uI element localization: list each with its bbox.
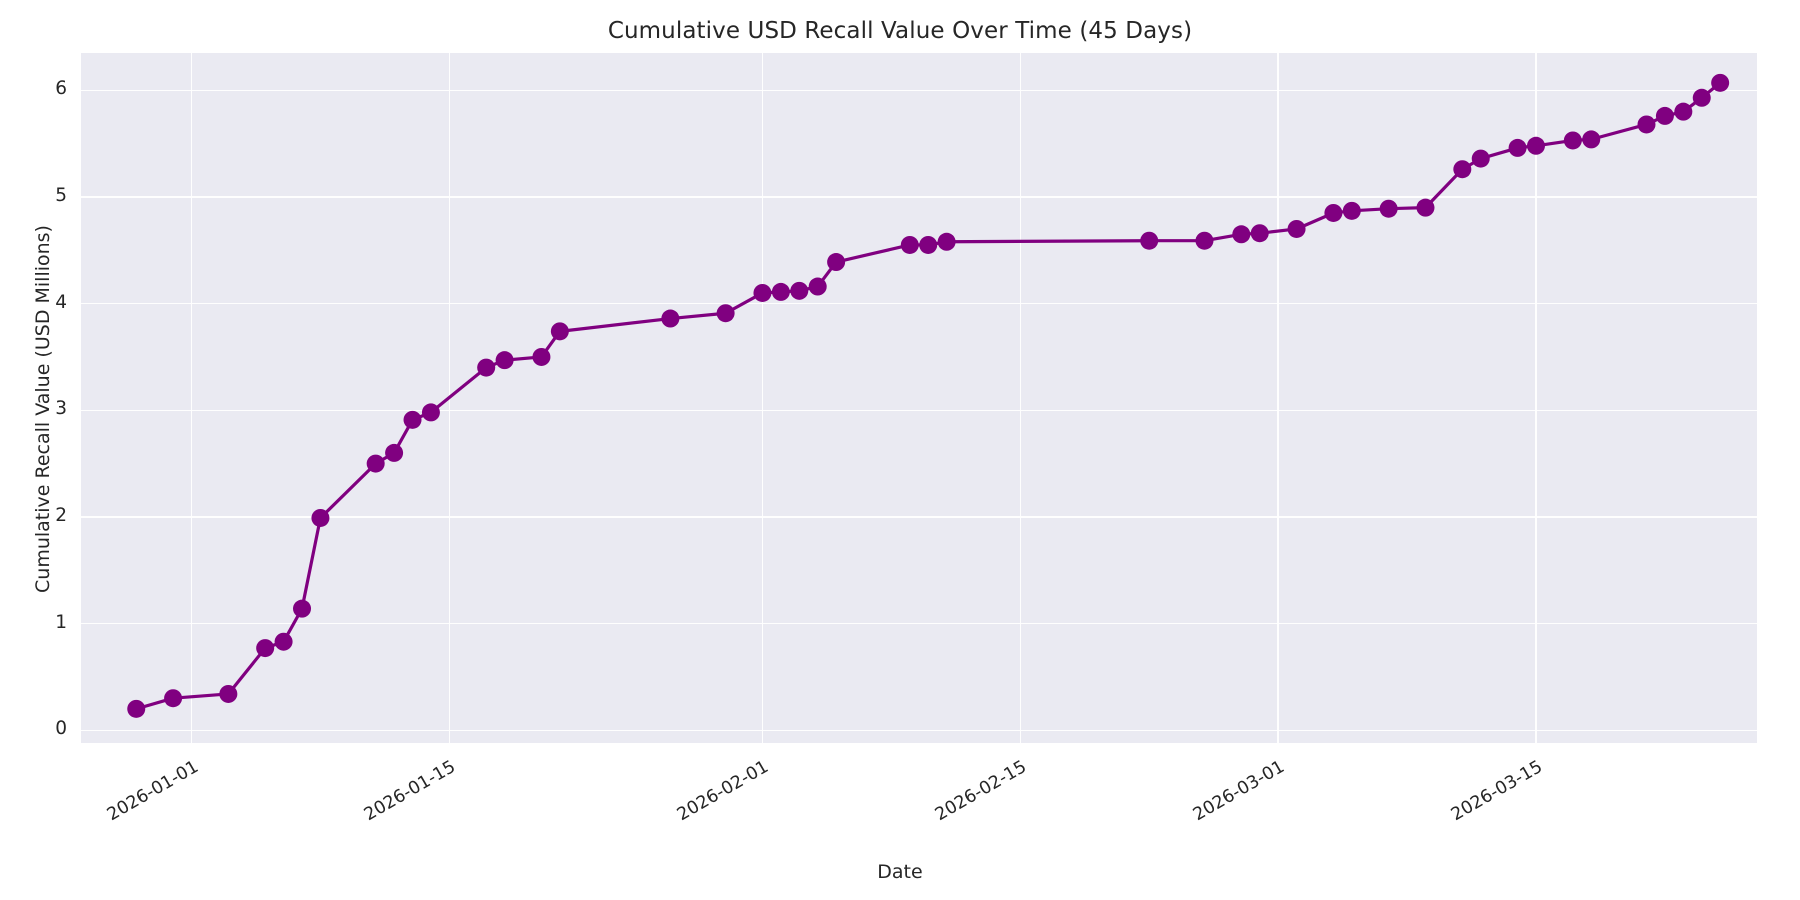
data-point-marker: [127, 699, 146, 718]
x-axis-tick-label: 2026-01-01: [103, 757, 202, 826]
data-point-marker: [937, 232, 956, 251]
y-axis-tick-label: 0: [55, 718, 67, 740]
data-point-marker: [1692, 88, 1711, 107]
data-point-marker: [532, 347, 551, 366]
data-point-marker: [1379, 199, 1398, 218]
gridline-horizontal: [81, 409, 1757, 411]
series-line-cumulative-recall-value: [134, 81, 1722, 711]
gridline-vertical: [761, 53, 764, 743]
gridline-horizontal: [81, 196, 1757, 198]
gridline-horizontal: [81, 729, 1757, 731]
data-point-marker: [1674, 102, 1693, 121]
data-point-marker: [790, 281, 809, 300]
data-point-marker: [808, 277, 827, 296]
data-point-marker: [827, 253, 846, 272]
data-point-marker: [1453, 160, 1472, 179]
data-point-marker: [1195, 231, 1214, 250]
data-point-marker: [1655, 106, 1674, 125]
data-point-marker: [477, 358, 496, 377]
data-point-marker: [1711, 73, 1730, 92]
x-axis-tick-label: 2026-03-01: [1190, 757, 1289, 826]
data-point-marker: [164, 689, 183, 708]
gridline-vertical: [1277, 53, 1279, 743]
x-axis-tick-label: 2026-03-15: [1447, 757, 1546, 826]
data-point-marker: [771, 282, 790, 301]
data-point-marker: [1563, 131, 1582, 150]
data-point-marker: [366, 454, 385, 473]
y-axis-tick-label: 2: [55, 504, 67, 526]
data-point-marker: [1140, 231, 1159, 250]
plot-area: [81, 53, 1757, 743]
chart-title: Cumulative USD Recall Value Over Time (4…: [607, 18, 1193, 44]
data-point-marker: [753, 283, 772, 302]
gridline-vertical: [190, 53, 193, 743]
x-axis-title: Date: [877, 861, 923, 883]
data-point-marker: [293, 599, 312, 618]
gridline-horizontal: [81, 302, 1757, 305]
data-point-marker: [421, 403, 440, 422]
data-point-marker: [661, 309, 680, 328]
data-point-marker: [403, 410, 422, 429]
x-axis-tick-label: 2026-01-15: [361, 757, 460, 826]
data-point-marker: [311, 508, 330, 527]
data-point-marker: [1232, 225, 1251, 244]
data-point-marker: [219, 684, 238, 703]
data-point-marker: [1287, 219, 1306, 238]
y-axis-tick-label: 5: [55, 184, 67, 206]
data-point-marker: [1324, 203, 1343, 222]
data-point-marker: [550, 322, 569, 341]
gridline-vertical: [1019, 53, 1021, 743]
series-markers: [127, 73, 1730, 718]
data-point-marker: [495, 351, 514, 370]
data-point-marker: [1416, 198, 1435, 217]
y-axis-tick-label: 1: [55, 611, 67, 633]
data-point-marker: [919, 235, 938, 254]
line-series-layer: [127, 73, 1730, 718]
data-point-marker: [716, 304, 735, 323]
data-point-marker: [1508, 138, 1527, 157]
y-axis-tick-label: 6: [55, 78, 67, 100]
gridline-vertical: [1535, 53, 1537, 743]
x-axis-tick-label: 2026-02-01: [674, 757, 773, 826]
gridline-horizontal: [81, 89, 1757, 91]
x-axis-tick-label: 2026-02-15: [932, 757, 1031, 826]
y-axis-tick-label: 3: [55, 398, 67, 420]
data-point-marker: [1526, 136, 1545, 155]
data-point-marker: [1250, 224, 1269, 243]
gridline-horizontal: [81, 516, 1757, 518]
data-point-marker: [1342, 201, 1361, 220]
y-axis-title: Cumulative Recall Value (USD Millions): [32, 225, 54, 593]
data-point-marker: [256, 639, 275, 658]
data-point-marker: [274, 632, 293, 651]
data-point-marker: [385, 443, 404, 462]
data-point-marker: [900, 235, 919, 254]
data-point-marker: [1582, 130, 1601, 149]
data-point-marker: [1637, 115, 1656, 134]
data-point-marker: [1471, 149, 1490, 168]
y-axis-tick-label: 4: [55, 291, 67, 313]
gridline-horizontal: [81, 622, 1757, 625]
